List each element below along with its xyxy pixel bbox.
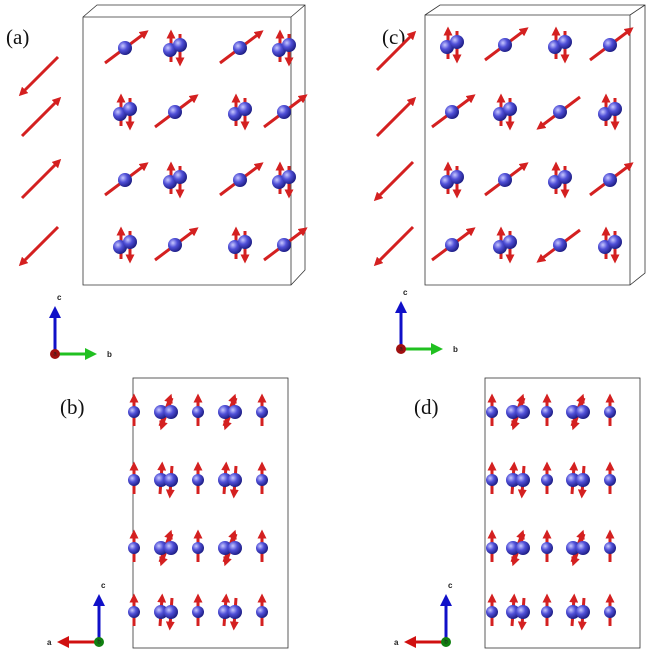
atom — [576, 473, 590, 487]
atom — [558, 170, 572, 184]
spin-arrow — [22, 57, 58, 93]
atom — [192, 474, 204, 486]
figure: (a) (b) (c) (d) cbacbacabcab — [0, 0, 653, 651]
atom — [128, 542, 140, 554]
atom — [128, 474, 140, 486]
atom — [553, 105, 567, 119]
atom — [168, 238, 182, 252]
atom — [173, 170, 187, 184]
atom — [128, 606, 140, 618]
atom — [576, 541, 590, 555]
atom — [498, 173, 512, 187]
atom — [164, 473, 178, 487]
atom — [256, 474, 268, 486]
spin-structure — [22, 30, 630, 626]
atom — [486, 406, 498, 418]
atom — [498, 38, 512, 52]
atom — [238, 235, 252, 249]
axis-label: b — [453, 345, 458, 354]
spin-arrow — [22, 162, 58, 198]
atom — [608, 235, 622, 249]
atom — [282, 38, 296, 52]
panel-label: (d) — [414, 395, 439, 419]
atom — [604, 606, 616, 618]
atom — [541, 406, 553, 418]
atom — [553, 238, 567, 252]
atom — [118, 41, 132, 55]
axis-label: a — [394, 638, 399, 647]
atom — [503, 235, 517, 249]
axis-label: c — [448, 581, 453, 590]
atom — [603, 173, 617, 187]
atom — [233, 173, 247, 187]
atom — [445, 105, 459, 119]
atom — [516, 473, 530, 487]
panel-label: (b) — [60, 395, 85, 419]
atom — [192, 542, 204, 554]
atom — [192, 606, 204, 618]
atom — [123, 235, 137, 249]
atom — [450, 35, 464, 49]
atom — [541, 474, 553, 486]
atom — [168, 105, 182, 119]
atom — [486, 542, 498, 554]
atom — [277, 105, 291, 119]
atom — [486, 606, 498, 618]
atom — [608, 102, 622, 116]
axis-label: a — [47, 638, 52, 647]
axis-label: c — [403, 288, 408, 297]
atom — [123, 102, 137, 116]
axis-label: c — [57, 293, 62, 302]
atom — [164, 605, 178, 619]
atom — [256, 606, 268, 618]
atom — [503, 102, 517, 116]
spin-arrow — [22, 100, 58, 136]
atom — [256, 542, 268, 554]
atom — [541, 542, 553, 554]
axis-label: b — [107, 350, 112, 359]
atom — [516, 605, 530, 619]
atom — [228, 605, 242, 619]
atom — [128, 406, 140, 418]
atom — [192, 406, 204, 418]
atom — [576, 605, 590, 619]
spin-arrow — [377, 162, 413, 198]
atom — [256, 406, 268, 418]
spin-arrow — [22, 227, 58, 263]
atom — [558, 35, 572, 49]
atom — [486, 474, 498, 486]
atom — [516, 541, 530, 555]
axis-label: c — [101, 581, 106, 590]
atom — [228, 405, 242, 419]
atom — [164, 541, 178, 555]
atom — [450, 170, 464, 184]
atom — [173, 38, 187, 52]
atom — [228, 541, 242, 555]
atom — [576, 405, 590, 419]
atom — [516, 405, 530, 419]
atom — [604, 406, 616, 418]
spin-arrow — [377, 100, 413, 136]
panel-label: (a) — [6, 25, 29, 49]
atom — [238, 102, 252, 116]
atom — [233, 41, 247, 55]
atom — [604, 542, 616, 554]
atom — [228, 473, 242, 487]
atom — [445, 238, 459, 252]
atom — [118, 173, 132, 187]
atom — [282, 170, 296, 184]
spin-arrow — [377, 227, 413, 263]
atom — [164, 405, 178, 419]
atom — [277, 238, 291, 252]
atom — [604, 474, 616, 486]
atom — [603, 38, 617, 52]
atom — [541, 606, 553, 618]
